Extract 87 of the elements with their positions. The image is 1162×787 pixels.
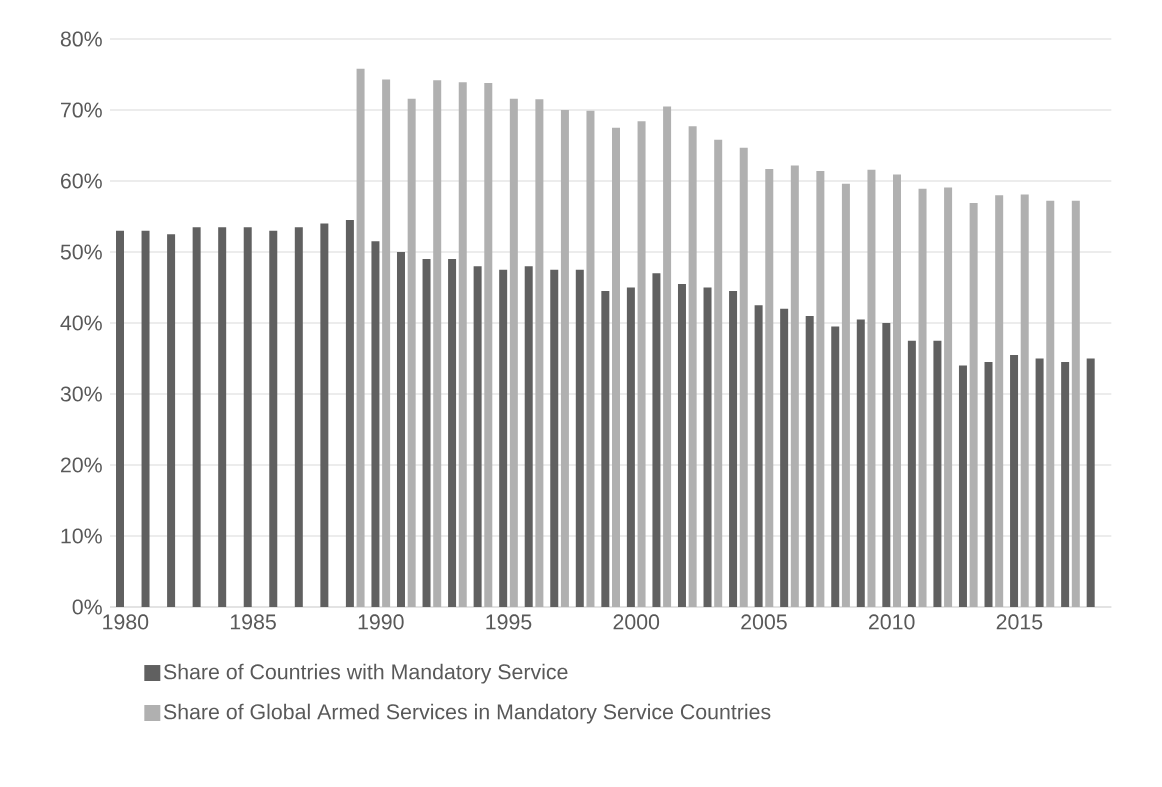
bar [575,269,584,607]
x-tick-label: 1980 [103,614,149,630]
bar [396,252,405,607]
bar [560,110,569,607]
bar [484,83,493,607]
bar [637,121,646,607]
x-tick-label: 1990 [358,614,404,630]
bar [729,291,738,607]
y-tick-label: 50% [60,244,102,260]
bar [841,183,850,607]
bar [550,269,559,607]
bar [933,340,942,607]
bar [944,187,953,607]
bar [243,227,252,607]
bar [703,287,712,607]
bar [918,188,927,607]
x-tick-label: 2015 [996,614,1043,630]
bar [688,126,697,607]
bar [269,230,278,607]
bar [407,98,416,607]
bar [663,106,672,607]
bar [1046,200,1055,607]
x-tick-label: 1995 [486,614,532,630]
y-tick-label: 60% [61,173,102,189]
bar [754,305,763,607]
bar [739,147,748,607]
bar [765,168,774,607]
bar [677,283,686,607]
y-tick-label: 70% [61,102,102,118]
bar [320,223,329,607]
y-tick-label: 20% [61,457,102,473]
bar [345,220,354,607]
bar [509,98,518,607]
legend-label: Share of Global Armed Services in Mandatory Service Countries [163,703,771,724]
x-tick-label: 1985 [230,614,276,630]
bar [167,234,176,607]
bar [893,174,901,607]
bar [652,273,661,607]
x-tick-label: 2010 [869,614,915,630]
bar [371,241,380,607]
bar [958,365,967,607]
bar [294,227,303,607]
bar [1061,362,1070,607]
bar [626,287,635,607]
bar [969,203,978,607]
x-tick-label: 2000 [613,614,660,630]
bar [816,171,825,607]
bar [499,269,508,607]
bar [995,195,1004,607]
bar [882,322,891,607]
bar [1071,200,1080,607]
bar [382,79,391,607]
bar [422,259,431,607]
bar [448,259,457,607]
bar [601,291,610,607]
y-tick-label: 10% [61,528,102,544]
y-tick-label: 0% [72,599,102,615]
bar [535,99,544,607]
bar [780,308,789,607]
bar [867,169,876,607]
bar [141,230,150,607]
y-tick-label: 30% [60,386,102,402]
bar [907,340,916,607]
legend-label: Share of Countries with Mandatory Service [163,663,568,684]
bar [116,230,124,607]
bar [856,319,865,607]
bar [473,266,482,607]
bar [1020,194,1029,607]
bar [612,127,621,607]
bar [790,165,799,607]
bar [524,266,533,607]
bar [1035,358,1044,607]
bar [831,326,840,607]
bar [1086,358,1095,607]
y-tick-label: 80% [60,31,102,47]
bar [984,362,993,607]
bar [714,139,723,607]
bar [218,227,227,607]
bar [433,80,442,607]
bar [805,315,814,607]
bar [1010,354,1019,607]
bar [356,68,365,607]
y-tick-label: 40% [60,315,102,331]
bar [458,82,467,607]
x-tick-label: 2005 [741,614,787,630]
bar [586,110,595,607]
bar [192,227,201,607]
